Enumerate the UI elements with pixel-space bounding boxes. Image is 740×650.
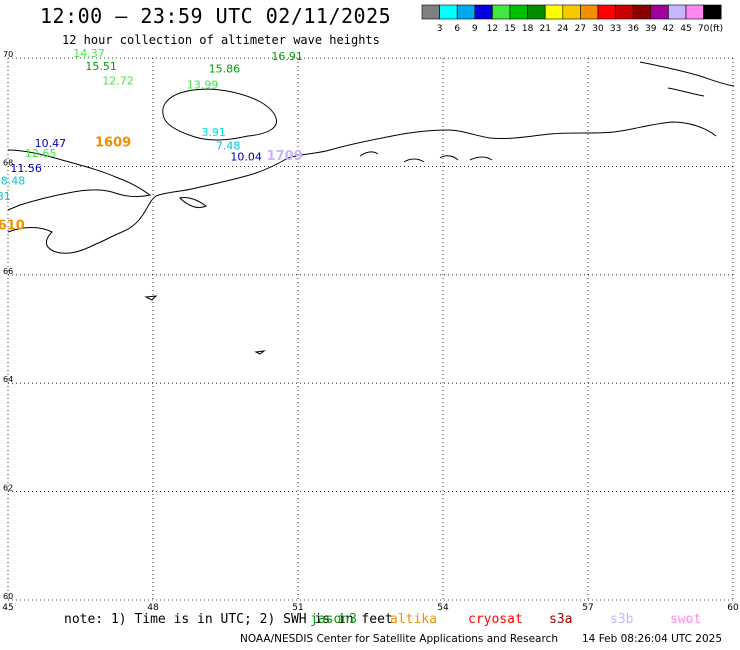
legend-tick-label: 36 [627, 24, 639, 34]
pass-time-label: 1609 [95, 135, 131, 150]
wave-height-labels: 14.37 16.91 15.51 15.86 12.72 13.99 3.91 10.47 7… [0, 47, 303, 203]
units-note: note: 1) Time is in UTC; 2) SWH is in fe… [64, 612, 393, 627]
kolguev-island [162, 88, 277, 141]
lat-tick-label: 68 [3, 158, 13, 167]
wave-height-label: 10.47 [35, 137, 66, 150]
generated-timestamp: 14 Feb 08:26:04 UTC 2025 [582, 633, 722, 645]
sat-label-cryosat: cryosat [468, 612, 523, 627]
wave-height-label: 15.51 [85, 60, 117, 73]
pass-time-label: 1610 [0, 218, 25, 233]
map-subtitle: 12 hour collection of altimeter wave hei… [62, 33, 380, 47]
wave-height-label: 12.72 [102, 75, 134, 88]
wave-height-label: 7.48 [216, 140, 241, 153]
lat-lon-grid [7, 57, 734, 601]
legend-swatch [703, 4, 722, 20]
wave-height-legend: 3 6 9 12 15 18 21 24 27 30 33 36 39 42 45 70 (ft) [421, 4, 724, 34]
wave-height-label: 5.81 [0, 190, 11, 203]
lat-tick-label: 62 [3, 484, 13, 493]
lon-tick-label: 48 [147, 603, 159, 613]
pechora-inlets [359, 151, 493, 163]
sat-label-swot: swot [670, 612, 702, 627]
axis-tick-labels: 45 48 51 54 57 60 70 68 66 64 62 60 [2, 50, 739, 613]
lat-tick-label: 66 [3, 267, 13, 276]
sat-label-s3b: s3b [610, 612, 634, 627]
lon-tick-label: 45 [2, 603, 13, 613]
small-island-b [254, 350, 266, 355]
wave-height-label: 12.65 [25, 147, 56, 160]
legend-tick-label: 30 [592, 24, 604, 34]
legend-tick-label: 39 [645, 24, 657, 34]
sat-label-s3a: s3a [549, 612, 573, 627]
pass-time-label: 1709 [267, 149, 303, 164]
legend-tick-label: 18 [522, 24, 534, 34]
lon-tick-label: 54 [437, 603, 449, 613]
coastline [7, 61, 735, 355]
legend-tick-label: 70 [698, 24, 710, 34]
legend-tick-label: 45 [680, 24, 691, 34]
vaygach-coast [639, 61, 735, 97]
legend-unit: (ft) [710, 24, 724, 34]
legend-tick-label: 6 [454, 24, 460, 34]
small-island-a [144, 295, 158, 301]
kanin-coast [7, 121, 717, 254]
legend-tick-label: 21 [539, 24, 550, 34]
legend-tick-label: 24 [557, 24, 569, 34]
legend-tick-label: 15 [504, 24, 515, 34]
legend-tick-label: 42 [663, 24, 674, 34]
lat-tick-label: 70 [3, 50, 13, 59]
legend-tick-label: 3 [437, 24, 443, 34]
wave-height-label: 16.91 [271, 50, 303, 63]
wave-height-label: 11.56 [10, 162, 42, 175]
lon-tick-label: 51 [292, 603, 303, 613]
wave-height-label: 8.48 [1, 174, 26, 187]
legend-tick-label: 12 [487, 24, 498, 34]
lat-tick-label: 64 [3, 375, 13, 384]
wave-height-label: 10.04 [230, 150, 261, 163]
wave-height-label: 14.37 [73, 47, 105, 60]
sat-label-altika: altika [390, 612, 437, 627]
wave-height-label: 15.86 [209, 63, 241, 76]
cheshskaya-bay [179, 197, 207, 209]
lon-tick-label: 57 [582, 603, 593, 613]
lon-tick-label: 60 [727, 603, 739, 613]
wave-height-label: 3.91 [201, 126, 226, 139]
sat-label-jason3: jason3 [310, 612, 357, 627]
map-title: 12:00 – 23:59 UTC 02/11/2025 [40, 4, 392, 28]
lat-tick-label: 60 [3, 592, 13, 601]
legend-tick-label: 9 [472, 24, 478, 34]
wave-height-label: 13.99 [187, 78, 219, 91]
legend-tick-label: 27 [575, 24, 586, 34]
mainland-coast [7, 149, 152, 211]
legend-tick-label: 33 [610, 24, 621, 34]
satellite-pass-labels: 1609 1709 1610 [0, 135, 303, 233]
credit-line: NOAA/NESDIS Center for Satellite Applica… [240, 633, 558, 645]
